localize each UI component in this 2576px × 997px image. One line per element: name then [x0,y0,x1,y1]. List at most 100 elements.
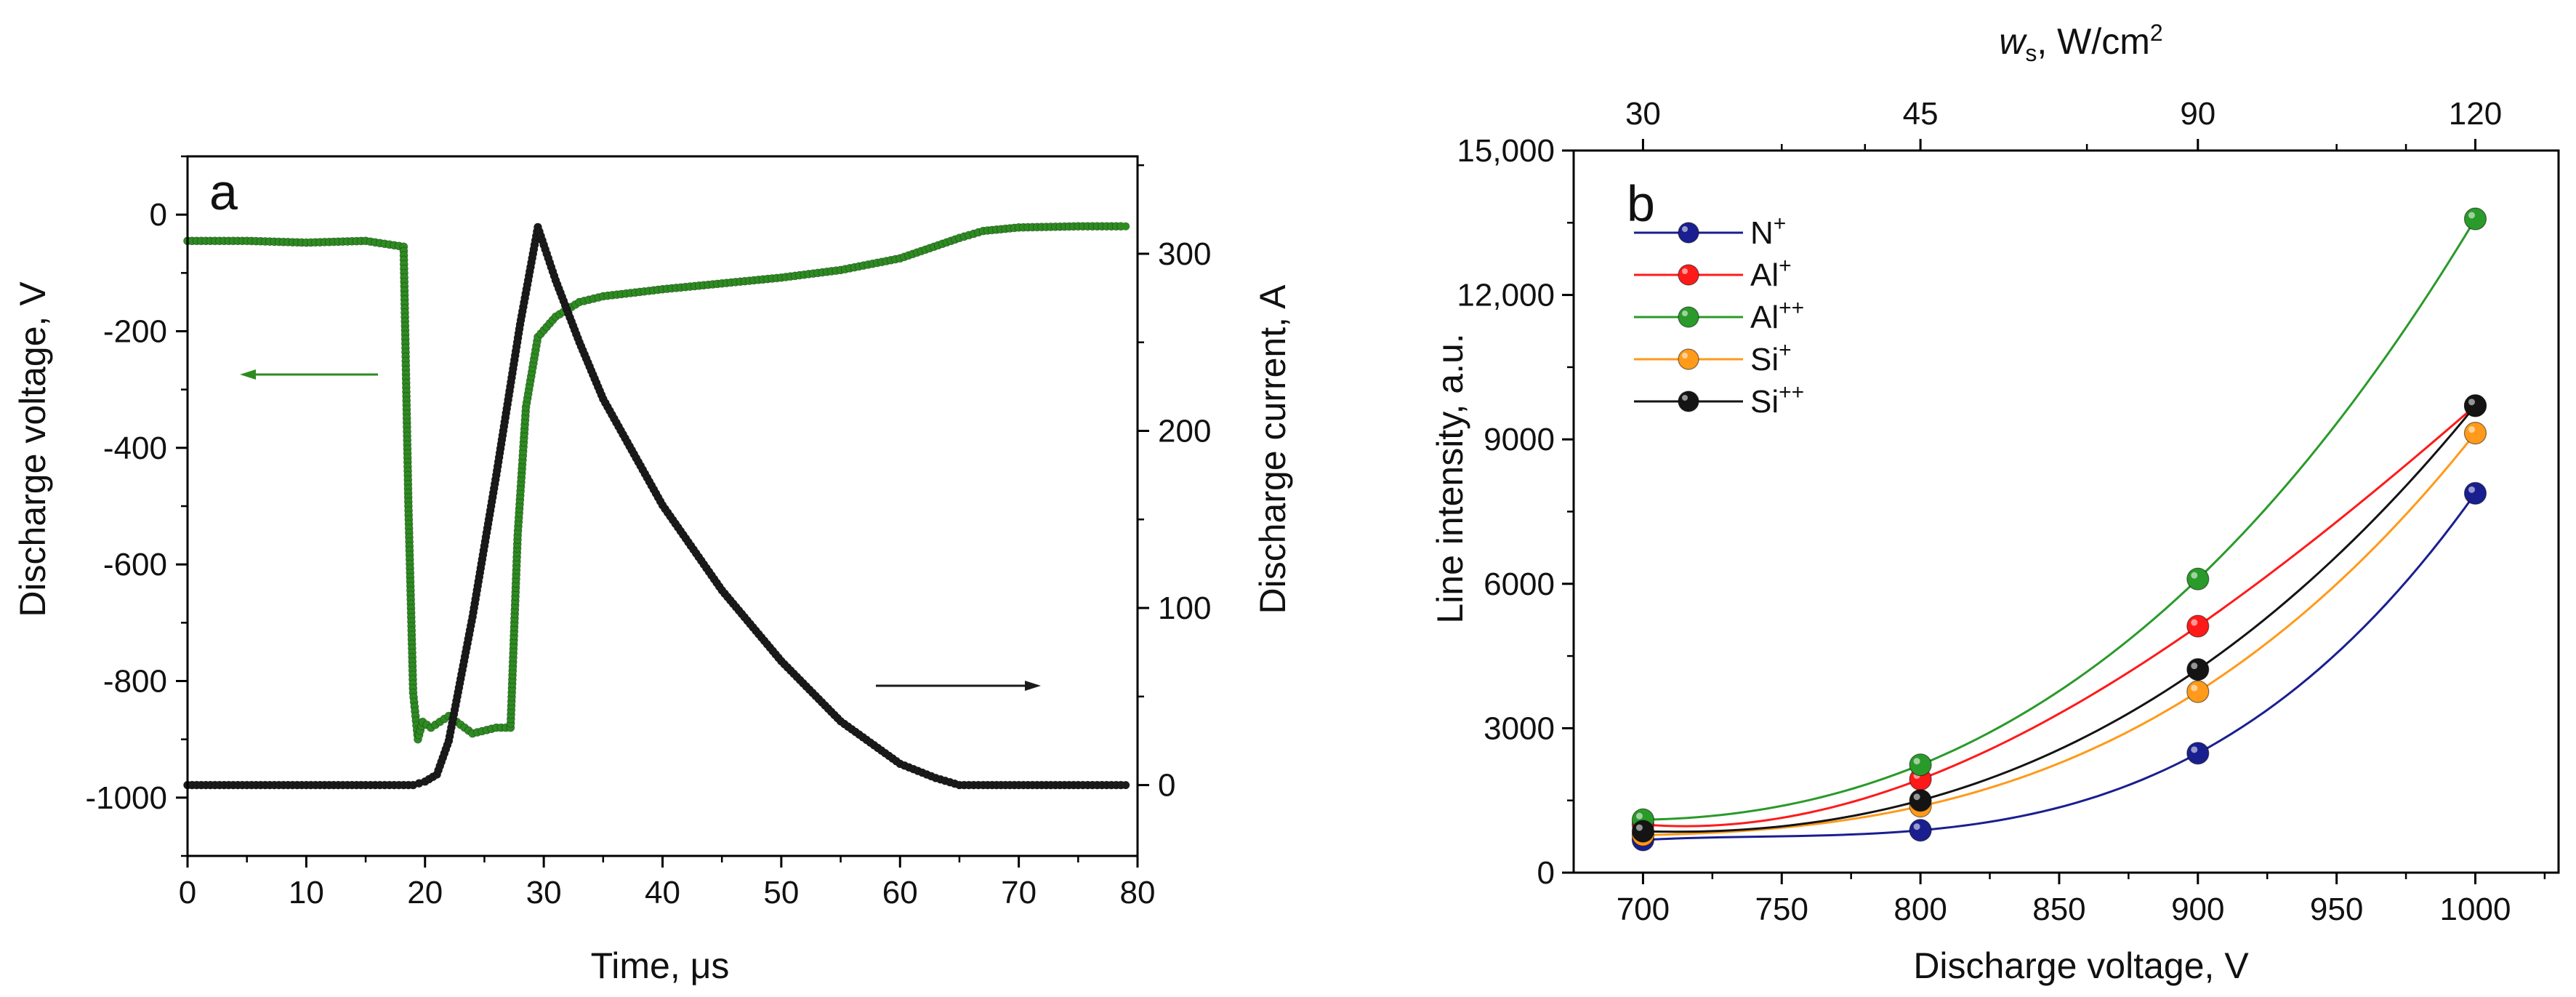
panel-b-letter: b [1627,175,1655,232]
data-point-highlight [2191,662,2198,670]
y-tick-label: 0 [1537,855,1555,891]
data-point-highlight [2468,212,2475,219]
panel-b-chart: 700 750 800 850 900 950 1000 0 3000 6000 9000 12,0… [1430,20,2560,986]
legend-label-base: N [1750,215,1774,251]
panel-b-plot-frame [1572,149,2560,874]
left-y-tick-label: -400 [103,431,167,466]
legend-marker [1678,348,1699,370]
panel-a-x-axis: 0 10 20 30 40 50 60 70 80 [179,856,1155,910]
data-point [2186,680,2210,703]
legend-label: N+ [1750,212,1786,251]
panel-b-top-axis: 30 45 90 120 [1625,96,2502,151]
legend-label-sup: + [1774,212,1787,236]
fit-curve-0 [1643,492,2476,841]
left-y-tick-label: -600 [103,547,167,582]
x-tick-label: 800 [1893,892,1947,927]
x-tick-label: 40 [645,875,680,910]
x-tick-label: 20 [407,875,443,910]
data-point-highlight [2468,426,2475,433]
current-series [183,223,1130,790]
x-tick-label: 1000 [2440,892,2511,927]
x-tick-label: 60 [882,875,918,910]
panel-b-x-axis: 700 750 800 850 900 950 1000 [1617,873,2546,927]
panel-a-chart: 0 10 20 30 40 50 60 70 80 -1000 -800 -600 -400 -200 0… [12,155,1293,986]
right-y-tick-label: 100 [1158,590,1211,626]
data-point [2463,481,2487,505]
panel-b-y-axis-label: Line intensity, a.u. [1430,333,1470,623]
y-tick-label: 15,000 [1457,133,1555,169]
data-point [1909,753,1932,777]
legend-marker-highlight [1682,268,1688,274]
legend-label: Al+ [1750,254,1792,293]
x-tick-label: 0 [179,875,196,910]
y-tick-label: 9000 [1484,422,1555,457]
arrow-head-left [240,369,256,380]
legend-marker-highlight [1682,353,1688,359]
voltage-series [183,222,1130,744]
fit-curve-3 [1643,432,2476,836]
left-y-tick-label: -1000 [85,780,167,816]
legend-label-sup: + [1779,338,1792,362]
legend-label: Al++ [1750,296,1804,335]
data-point [2186,567,2210,590]
top-tick-label: 30 [1625,96,1661,132]
legend-label-base: Al [1750,300,1779,335]
top-tick-label: 120 [2449,96,2502,132]
panel-b-x-axis-label: Discharge voltage, V [1913,945,2249,986]
right-y-tick-label: 200 [1158,413,1211,449]
data-point-highlight [2191,746,2198,753]
x-tick-label: 70 [1001,875,1037,910]
current-point [1122,781,1130,790]
legend-label-base: Si [1750,384,1779,420]
panel-a-right-y-axis: 0 100 200 300 [1138,164,1211,804]
data-point [1909,789,1932,812]
legend-label-base: Si [1750,342,1779,377]
legend-marker [1678,264,1699,286]
top-tick-label: 90 [2180,96,2215,132]
data-point-highlight [2191,684,2198,692]
top-tick-label: 45 [1903,96,1939,132]
panel-a-letter: a [209,164,238,220]
legend-marker-highlight [1682,226,1688,232]
data-point-highlight [1913,793,1920,801]
x-tick-label: 850 [2032,892,2085,927]
right-y-tick-label: 0 [1158,768,1175,804]
left-y-tick-label: -800 [103,664,167,700]
panel-b-legend: N+Al+Al++Si+Si++ [1634,212,1804,420]
data-point [1909,819,1932,842]
data-point-highlight [1913,823,1920,830]
left-y-tick-label: 0 [150,197,167,233]
x-tick-label: 950 [2310,892,2363,927]
voltage-point [1122,222,1130,231]
legend-label-sup: ++ [1779,380,1804,404]
panel-a-left-y-axis: -1000 -800 -600 -400 -200 0 [85,155,188,857]
legend-marker [1678,222,1699,244]
x-tick-label: 900 [2171,892,2224,927]
legend-marker-highlight [1682,395,1688,401]
legend-label-base: Al [1750,257,1779,293]
data-point [2463,207,2487,231]
fit-curve-1 [1643,404,2476,828]
data-point-highlight [2191,572,2198,579]
data-point-highlight [2191,619,2198,626]
legend-marker-highlight [1682,311,1688,316]
legend-marker [1678,306,1699,328]
data-point [1631,820,1655,843]
panel-a-axis-arrows [240,369,1041,691]
legend-marker [1678,391,1699,412]
panel-b-data-points [1631,207,2487,852]
x-tick-label: 30 [526,875,562,910]
data-point [2186,614,2210,638]
voltage-line [188,225,1126,740]
legend-label-sup: + [1779,254,1792,278]
x-tick-label: 10 [289,875,324,910]
right-y-tick-label: 300 [1158,236,1211,272]
panel-b-top-axis-label: ws, W/cm2 [1999,20,2162,66]
panel-a-left-y-axis-label: Discharge voltage, V [12,281,53,617]
legend-label-sup: ++ [1779,296,1804,320]
data-point [2463,421,2487,445]
x-tick-label: 750 [1755,892,1808,927]
fit-curve-2 [1643,218,2476,821]
legend-label: Si+ [1750,338,1792,377]
